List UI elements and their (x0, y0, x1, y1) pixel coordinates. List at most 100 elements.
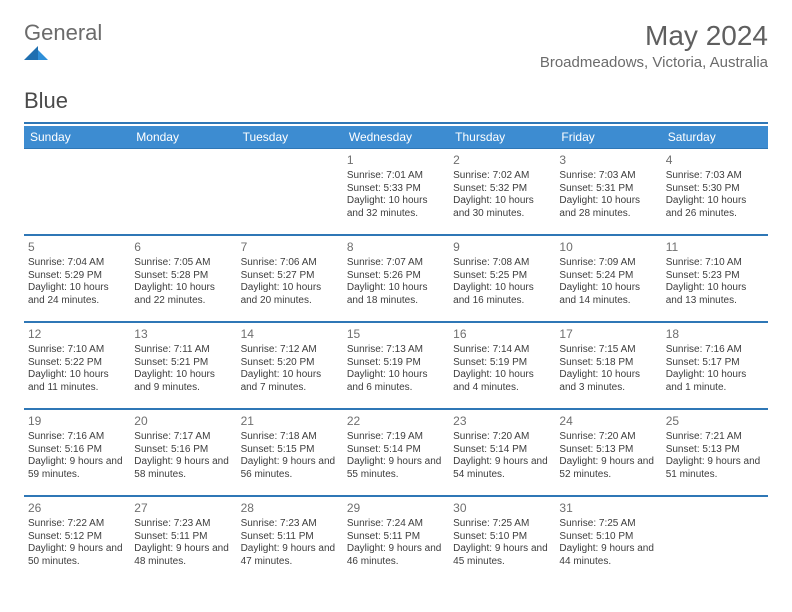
sunrise-line: Sunrise: 7:13 AM (347, 344, 445, 357)
sunrise-line: Sunrise: 7:10 AM (666, 257, 764, 270)
day-cell: 15 Sunrise: 7:13 AMSunset: 5:19 PMDayligh… (343, 322, 449, 408)
weekday-header-row: SundayMondayTuesdayWednesdayThursdayFrid… (24, 126, 768, 148)
day-number: 10 (559, 240, 657, 255)
day-number: 30 (453, 501, 551, 516)
sunrise-line: Sunrise: 7:10 AM (28, 344, 126, 357)
day-cell: 9Sunrise: 7:08 AMSunset: 5:25 PMDaylight… (449, 235, 555, 321)
sunset-line: Sunset: 5:23 PM (666, 270, 764, 283)
sunrise-line: Sunrise: 7:01 AM (347, 170, 445, 183)
weekday-header: Tuesday (237, 126, 343, 148)
sunrise-line: Sunrise: 7:20 AM (453, 431, 551, 444)
daylight-line: Daylight: 10 hours and 24 minutes. (28, 282, 126, 307)
page-title: May 2024 (540, 20, 768, 52)
sunset-line: Sunset: 5:19 PM (347, 357, 445, 370)
day-cell: 30 Sunrise: 7:25 AMSunset: 5:10 PMDayligh… (449, 496, 555, 582)
sunset-line: Sunset: 5:16 PM (134, 444, 232, 457)
sunrise-line: Sunrise: 7:16 AM (666, 344, 764, 357)
sunrise-line: Sunrise: 7:12 AM (241, 344, 339, 357)
daylight-line: Daylight: 10 hours and 6 minutes. (347, 369, 445, 394)
sunset-line: Sunset: 5:18 PM (559, 357, 657, 370)
sunrise-line: Sunrise: 7:06 AM (241, 257, 339, 270)
sunrise-line: Sunrise: 7:25 AM (453, 518, 551, 531)
day-cell: 12Sunrise: 7:10 AMSunset: 5:22 PMDayligh… (24, 322, 130, 408)
day-number: 14 (241, 327, 339, 342)
daylight-line: Daylight: 10 hours and 14 minutes. (559, 282, 657, 307)
daylight-line: Daylight: 10 hours and 4 minutes. (453, 369, 551, 394)
daylight-line: Daylight: 9 hours and 45 minutes. (453, 543, 551, 568)
daylight-line: Daylight: 10 hours and 13 minutes. (666, 282, 764, 307)
logo-text: General Blue (24, 20, 102, 114)
day-number: 24 (559, 414, 657, 429)
sunrise-line: Sunrise: 7:15 AM (559, 344, 657, 357)
day-cell: 22Sunrise: 7:19 AMSunset: 5:14 PMDayligh… (343, 409, 449, 495)
day-number: 18 (666, 327, 764, 342)
empty-cell (237, 148, 343, 234)
day-cell: 21Sunrise: 7:18 AMSunset: 5:15 PMDayligh… (237, 409, 343, 495)
daylight-line: Daylight: 9 hours and 52 minutes. (559, 456, 657, 481)
sunset-line: Sunset: 5:26 PM (347, 270, 445, 283)
day-number: 4 (666, 153, 764, 168)
day-number: 15 (347, 327, 445, 342)
weekday-header: Wednesday (343, 126, 449, 148)
sunrise-line: Sunrise: 7:11 AM (134, 344, 232, 357)
header: General Blue May 2024 Broadmeadows, Vict… (24, 20, 768, 114)
daylight-line: Daylight: 9 hours and 56 minutes. (241, 456, 339, 481)
day-number: 29 (347, 501, 445, 516)
sunrise-line: Sunrise: 7:04 AM (28, 257, 126, 270)
day-number: 2 (453, 153, 551, 168)
sunrise-line: Sunrise: 7:05 AM (134, 257, 232, 270)
day-cell: 6Sunrise: 7:05 AMSunset: 5:28 PMDaylight… (130, 235, 236, 321)
day-cell: 7Sunrise: 7:06 AMSunset: 5:27 PMDaylight… (237, 235, 343, 321)
sunset-line: Sunset: 5:16 PM (28, 444, 126, 457)
sunrise-line: Sunrise: 7:03 AM (559, 170, 657, 183)
day-number: 11 (666, 240, 764, 255)
day-cell: 20Sunrise: 7:17 AMSunset: 5:16 PMDayligh… (130, 409, 236, 495)
day-number: 22 (347, 414, 445, 429)
location-text: Broadmeadows, Victoria, Australia (540, 54, 768, 71)
day-cell: 16Sunrise: 7:14 AMSunset: 5:19 PMDayligh… (449, 322, 555, 408)
daylight-line: Daylight: 9 hours and 46 minutes. (347, 543, 445, 568)
day-cell: 10Sunrise: 7:09 AMSunset: 5:24 PMDayligh… (555, 235, 661, 321)
weekday-header: Thursday (449, 126, 555, 148)
sunrise-line: Sunrise: 7:25 AM (559, 518, 657, 531)
day-cell: 4Sunrise: 7:03 AMSunset: 5:30 PMDaylight… (662, 148, 768, 234)
sunset-line: Sunset: 5:12 PM (28, 531, 126, 544)
sunrise-line: Sunrise: 7:21 AM (666, 431, 764, 444)
daylight-line: Daylight: 10 hours and 28 minutes. (559, 195, 657, 220)
day-number: 20 (134, 414, 232, 429)
day-number: 21 (241, 414, 339, 429)
sunrise-line: Sunrise: 7:24 AM (347, 518, 445, 531)
day-number: 1 (347, 153, 445, 168)
day-cell: 24 Sunrise: 7:20 AMSunset: 5:13 PMDayligh… (555, 409, 661, 495)
sunrise-line: Sunrise: 7:09 AM (559, 257, 657, 270)
day-number: 5 (28, 240, 126, 255)
day-number: 3 (559, 153, 657, 168)
calendar-grid: 1Sunrise: 7:01 AMSunset: 5:33 PMDaylight… (24, 148, 768, 582)
logo-part1: General (24, 20, 102, 45)
sunrise-line: Sunrise: 7:20 AM (559, 431, 657, 444)
day-number: 25 (666, 414, 764, 429)
day-cell: 23Sunrise: 7:20 AMSunset: 5:14 PMDayligh… (449, 409, 555, 495)
sunset-line: Sunset: 5:22 PM (28, 357, 126, 370)
daylight-line: Daylight: 10 hours and 7 minutes. (241, 369, 339, 394)
day-number: 28 (241, 501, 339, 516)
empty-cell (662, 496, 768, 582)
sunrise-line: Sunrise: 7:23 AM (134, 518, 232, 531)
sunset-line: Sunset: 5:11 PM (347, 531, 445, 544)
sunset-line: Sunset: 5:10 PM (453, 531, 551, 544)
day-number: 23 (453, 414, 551, 429)
day-cell: 26Sunrise: 7:22 AMSunset: 5:12 PMDayligh… (24, 496, 130, 582)
day-cell: 18Sunrise: 7:16 AMSunset: 5:17 PMDayligh… (662, 322, 768, 408)
top-rule (24, 122, 768, 124)
day-number: 17 (559, 327, 657, 342)
day-cell: 13Sunrise: 7:11 AMSunset: 5:21 PMDayligh… (130, 322, 236, 408)
daylight-line: Daylight: 9 hours and 44 minutes. (559, 543, 657, 568)
day-number: 16 (453, 327, 551, 342)
day-cell: 25Sunrise: 7:21 AMSunset: 5:13 PMDayligh… (662, 409, 768, 495)
logo-mark-icon (24, 46, 102, 62)
sunset-line: Sunset: 5:31 PM (559, 183, 657, 196)
sunset-line: Sunset: 5:20 PM (241, 357, 339, 370)
weekday-header: Friday (555, 126, 661, 148)
sunset-line: Sunset: 5:13 PM (559, 444, 657, 457)
day-cell: 14 Sunrise: 7:12 AMSunset: 5:20 PMDayligh… (237, 322, 343, 408)
